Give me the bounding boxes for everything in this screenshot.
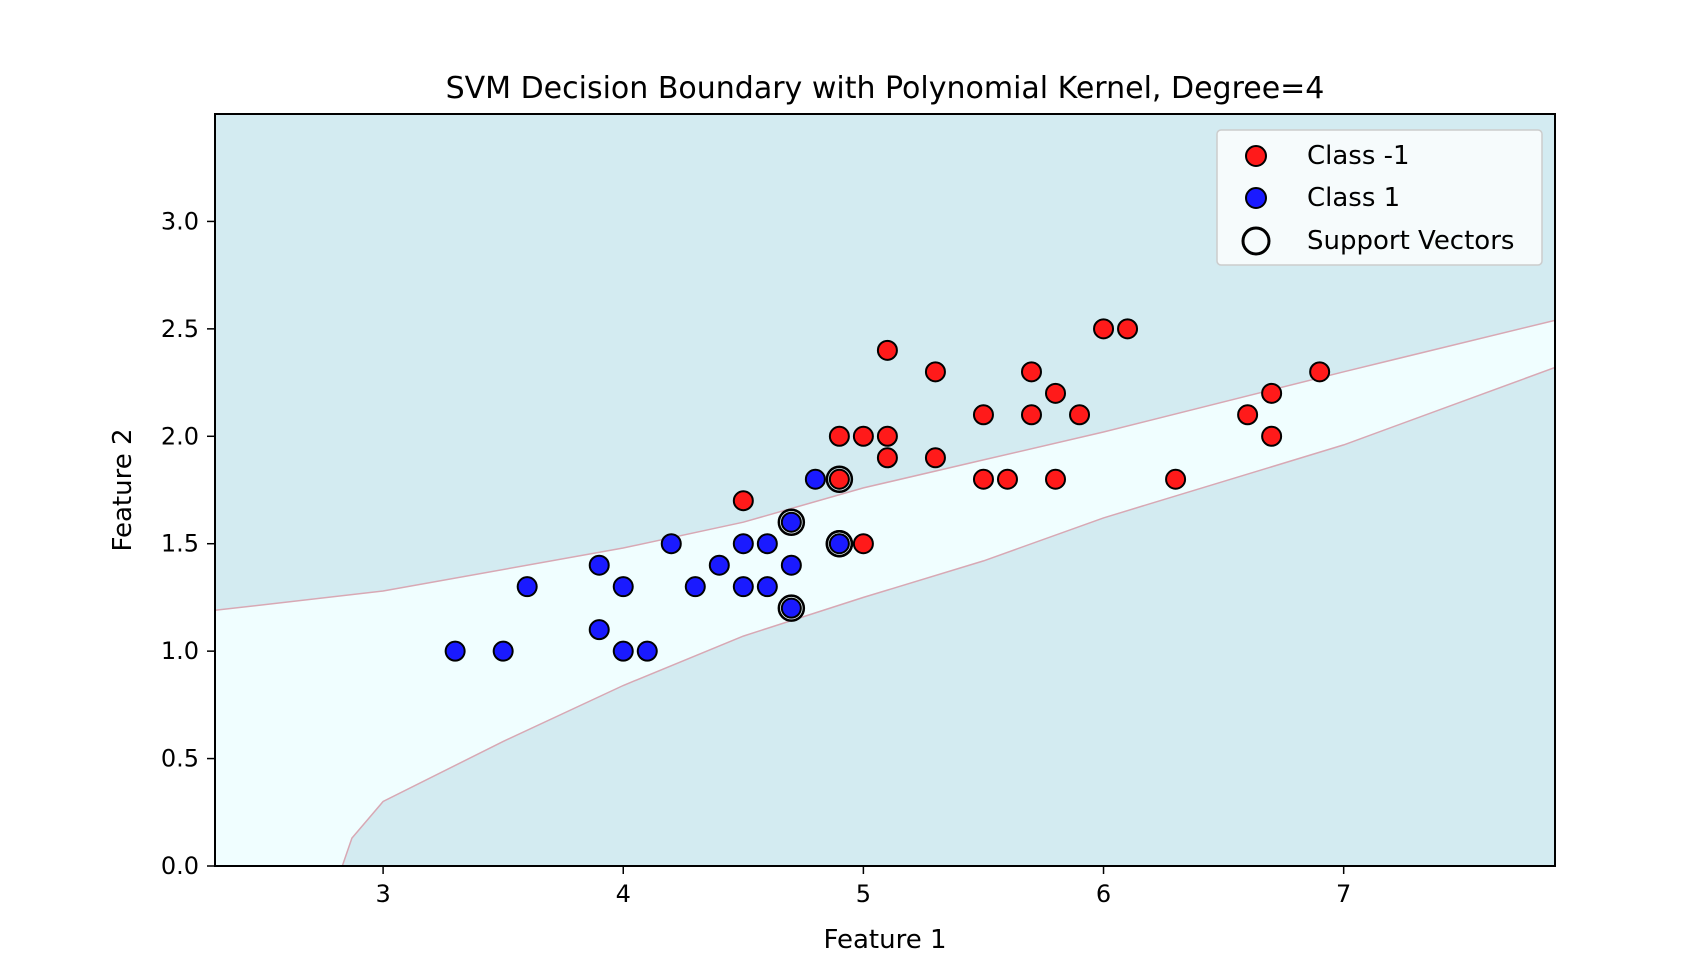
point-class-neg	[732, 490, 754, 512]
x-axis: 3 4 5 6 7	[375, 866, 1351, 908]
chart-title: SVM Decision Boundary with Polynomial Ke…	[446, 71, 1325, 106]
point-class-pos	[780, 511, 802, 533]
point-class-neg	[1261, 382, 1283, 404]
point-class-pos	[612, 576, 634, 598]
point-class-neg	[924, 447, 946, 469]
y-axis: 0.0 0.5 1.0 1.5 2.0 2.5 3.0	[161, 207, 215, 880]
point-class-neg	[996, 468, 1018, 490]
point-class-neg	[1069, 404, 1091, 426]
point-class-pos	[684, 576, 706, 598]
point-class-neg	[924, 361, 946, 383]
point-class-pos	[660, 533, 682, 555]
x-tick-label: 5	[856, 880, 871, 908]
support-vector-ring	[825, 465, 854, 494]
point-class-pos	[732, 533, 754, 555]
point-class-pos	[588, 619, 610, 641]
point-class-neg	[1165, 468, 1187, 490]
point-class-neg	[852, 425, 874, 447]
y-axis-label: Feature 2	[108, 428, 138, 551]
point-class-neg	[1045, 382, 1067, 404]
point-class-neg	[1261, 425, 1283, 447]
legend-marker-support-vectors	[1241, 226, 1271, 256]
point-class-pos	[708, 554, 730, 576]
plot-frame	[214, 113, 1556, 867]
point-class-neg	[1309, 361, 1331, 383]
legend-marker-class-pos	[1245, 187, 1267, 209]
x-tick-label: 6	[1096, 880, 1111, 908]
point-class-pos	[804, 468, 826, 490]
point-class-pos	[588, 554, 610, 576]
point-class-neg	[972, 404, 994, 426]
y-tick-label: 0.5	[161, 745, 199, 773]
point-class-pos	[492, 640, 514, 662]
point-class-pos	[636, 640, 658, 662]
point-class-neg	[1020, 361, 1042, 383]
x-axis-label: Feature 1	[823, 925, 946, 955]
point-class-pos	[756, 576, 778, 598]
y-tick-label: 3.0	[161, 207, 199, 235]
legend: Class -1 Class 1 Support Vectors	[1216, 129, 1543, 266]
point-class-neg	[1045, 468, 1067, 490]
point-class-pos	[756, 533, 778, 555]
decision-boundary-lower	[341, 366, 1555, 866]
point-class-neg	[1237, 404, 1259, 426]
point-class-pos	[612, 640, 634, 662]
point-class-neg	[828, 425, 850, 447]
point-class-neg	[852, 533, 874, 555]
legend-box	[1216, 129, 1543, 266]
y-tick-label: 1.0	[161, 637, 199, 665]
point-class-neg	[828, 468, 850, 490]
point-class-pos	[780, 597, 802, 619]
x-tick-label: 3	[375, 880, 390, 908]
point-class-neg	[876, 447, 898, 469]
y-tick-label: 0.0	[161, 852, 199, 880]
legend-marker-class-neg	[1245, 145, 1267, 167]
point-class-neg	[1020, 404, 1042, 426]
x-tick-label: 7	[1336, 880, 1351, 908]
legend-label-support-vectors: Support Vectors	[1307, 226, 1514, 256]
legend-label-class-neg: Class -1	[1307, 141, 1410, 171]
data-points	[444, 318, 1331, 662]
point-class-pos	[732, 576, 754, 598]
legend-label-class-pos: Class 1	[1307, 183, 1400, 213]
decision-band-region	[215, 320, 1555, 866]
point-class-pos	[516, 576, 538, 598]
point-class-pos	[828, 533, 850, 555]
y-tick-label: 2.0	[161, 422, 199, 450]
point-class-neg	[876, 339, 898, 361]
support-vector-ring	[825, 529, 854, 558]
y-tick-label: 2.5	[161, 315, 199, 343]
point-class-neg	[876, 425, 898, 447]
point-class-pos	[444, 640, 466, 662]
point-class-neg	[972, 468, 994, 490]
point-class-neg	[1117, 318, 1139, 340]
y-tick-label: 1.5	[161, 530, 199, 558]
point-class-neg	[1093, 318, 1115, 340]
support-vector-ring	[777, 594, 806, 622]
point-class-pos	[780, 554, 802, 576]
support-vector-ring	[777, 508, 806, 536]
x-tick-label: 4	[616, 880, 631, 908]
